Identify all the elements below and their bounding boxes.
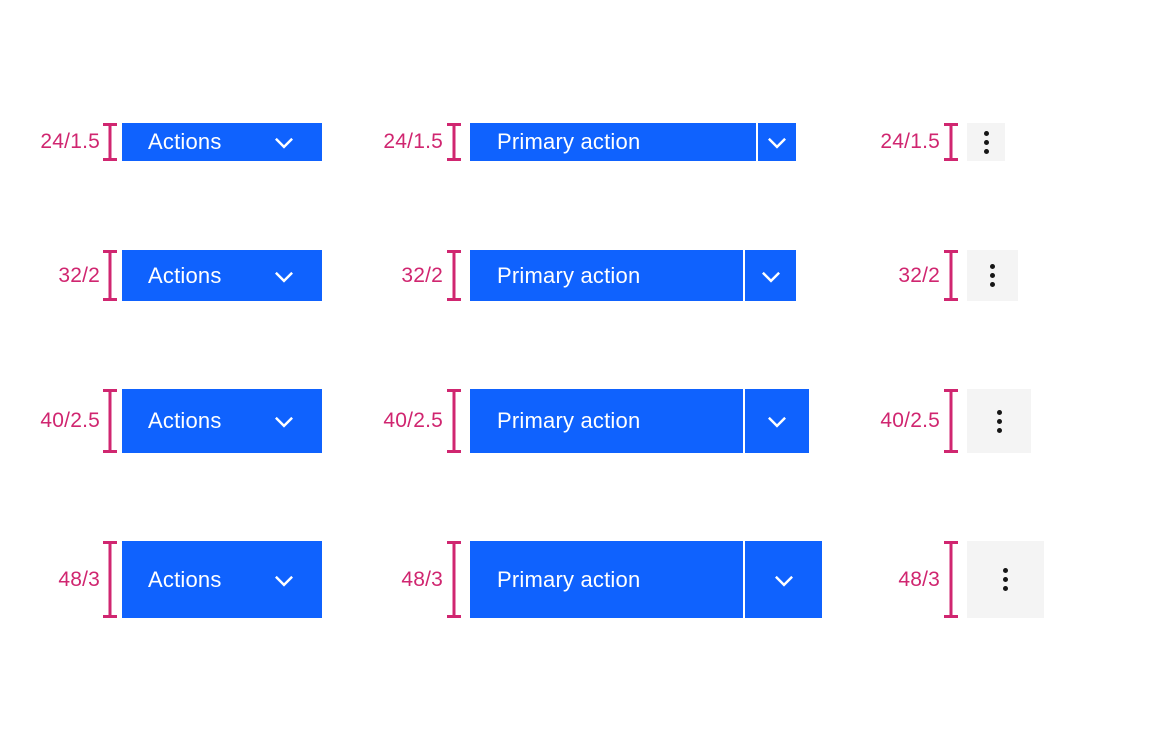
size-label: 40/2.5	[880, 409, 940, 432]
combo-button-menu-trigger[interactable]	[745, 250, 796, 301]
height-measurement-bracket	[944, 250, 958, 301]
menu-button[interactable]: Actions	[122, 541, 322, 618]
overflow-menu-vertical-icon	[990, 264, 995, 287]
menu-button-label: Actions	[148, 408, 222, 433]
chevron-down-icon	[768, 416, 786, 428]
overflow-menu-vertical-icon	[1003, 568, 1008, 591]
size-row-32: 32/2 Actions 32/2 Primary action 32/2	[0, 250, 1152, 301]
chevron-down-icon	[275, 416, 293, 428]
combo-button-divider	[756, 123, 758, 161]
combo-button-primary-action[interactable]: Primary action	[470, 389, 743, 453]
combo-button: Primary action	[470, 389, 809, 453]
height-measurement-bracket	[944, 123, 958, 161]
menu-button[interactable]: Actions	[122, 250, 322, 301]
chevron-down-icon	[774, 575, 793, 587]
overflow-menu-button[interactable]	[967, 250, 1018, 301]
height-measurement-bracket	[103, 250, 117, 301]
chevron-down-icon	[275, 137, 293, 149]
height-measurement-bracket	[103, 389, 117, 453]
size-label: 40/2.5	[40, 409, 100, 432]
combo-button-primary-action[interactable]: Primary action	[470, 123, 756, 161]
size-label: 32/2	[898, 263, 940, 287]
combo-button: Primary action	[470, 250, 796, 301]
menu-button[interactable]: Actions	[122, 389, 322, 453]
overflow-menu-vertical-icon	[983, 130, 989, 154]
combo-button-divider	[743, 389, 745, 453]
menu-button-label: Actions	[148, 129, 222, 154]
height-measurement-bracket	[944, 389, 958, 453]
size-label: 48/3	[401, 567, 443, 591]
overflow-menu-button[interactable]	[967, 389, 1031, 453]
combo-button-menu-trigger[interactable]	[758, 123, 796, 161]
combo-button-label: Primary action	[497, 408, 641, 433]
chevron-down-icon	[768, 137, 786, 149]
menu-button[interactable]: Actions	[122, 123, 322, 161]
overflow-menu-vertical-icon	[996, 409, 1002, 433]
size-label: 48/3	[58, 567, 100, 591]
menu-button-label: Actions	[148, 262, 222, 288]
size-label: 48/3	[898, 567, 940, 591]
height-measurement-bracket	[447, 250, 461, 301]
overflow-menu-button[interactable]	[967, 123, 1005, 161]
combo-button-primary-action[interactable]: Primary action	[470, 250, 743, 301]
height-measurement-bracket	[447, 123, 461, 161]
size-label: 24/1.5	[40, 130, 100, 153]
size-row-48: 48/3 Actions 48/3 Primary action 48/3	[0, 541, 1152, 618]
combo-button-primary-action[interactable]: Primary action	[470, 541, 743, 618]
height-measurement-bracket	[103, 541, 117, 618]
combo-button-label: Primary action	[497, 262, 641, 288]
overflow-menu-button[interactable]	[967, 541, 1044, 618]
size-label: 24/1.5	[383, 130, 443, 153]
combo-button-label: Primary action	[497, 129, 641, 154]
chevron-down-icon	[761, 271, 780, 283]
size-row-24: 24/1.5 Actions 24/1.5 Primary action 24/…	[0, 123, 1152, 161]
height-measurement-bracket	[447, 541, 461, 618]
combo-button: Primary action	[470, 541, 822, 618]
chevron-down-icon	[275, 271, 293, 283]
combo-button: Primary action	[470, 123, 796, 161]
menu-button-label: Actions	[148, 566, 222, 592]
size-label: 40/2.5	[383, 409, 443, 432]
height-measurement-bracket	[447, 389, 461, 453]
size-label: 32/2	[401, 263, 443, 287]
height-measurement-bracket	[944, 541, 958, 618]
combo-button-menu-trigger[interactable]	[745, 541, 822, 618]
combo-button-divider	[743, 250, 745, 301]
size-label: 32/2	[58, 263, 100, 287]
size-row-40: 40/2.5 Actions 40/2.5 Primary action 40/…	[0, 389, 1152, 453]
combo-button-divider	[743, 541, 745, 618]
combo-button-menu-trigger[interactable]	[745, 389, 809, 453]
combo-button-label: Primary action	[497, 566, 641, 592]
height-measurement-bracket	[103, 123, 117, 161]
chevron-down-icon	[275, 575, 293, 587]
size-label: 24/1.5	[880, 130, 940, 153]
